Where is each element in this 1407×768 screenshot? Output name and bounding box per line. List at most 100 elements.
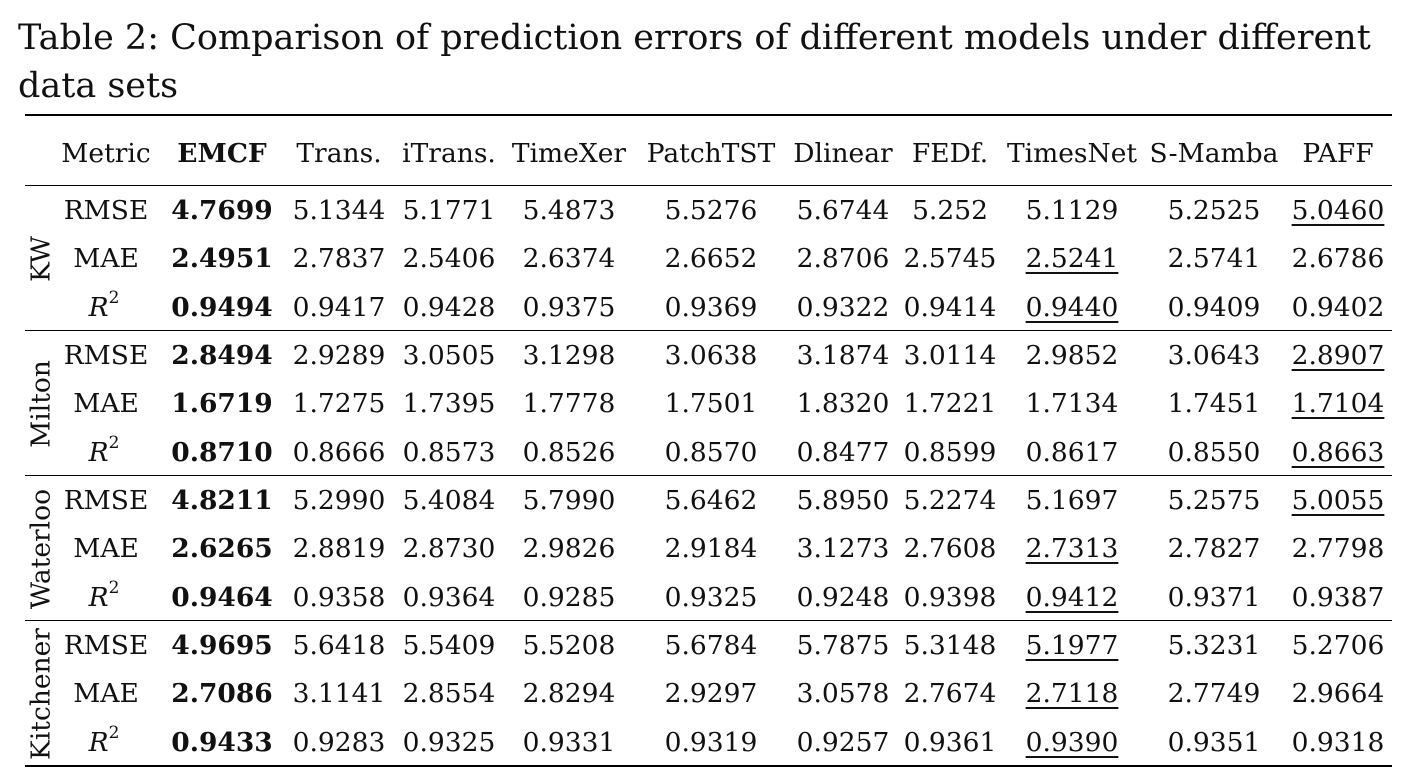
metric-label: R2	[88, 289, 120, 324]
table-cell: 5.2274	[903, 485, 997, 516]
table-cell: 2.8907	[1291, 340, 1385, 371]
table-rule	[25, 114, 1392, 116]
table-cell: 2.7798	[1291, 533, 1385, 565]
table-cell: 5.5208	[522, 630, 616, 661]
table-cell: 2.8294	[522, 678, 616, 710]
table-cell: 2.7749	[1167, 678, 1261, 710]
table-rule	[25, 620, 1392, 622]
table-cell: 2.5745	[903, 243, 997, 275]
table-cell: 4.9695	[171, 630, 273, 661]
metric-label: RMSE	[63, 485, 149, 516]
table-cell: 1.7451	[1167, 388, 1261, 420]
table-cell: 2.9297	[664, 678, 758, 710]
metric-exponent: 2	[108, 722, 120, 743]
group-label: Waterloo	[25, 489, 57, 610]
table-cell: 2.5241	[1025, 243, 1119, 275]
table-cell: 2.9852	[1025, 340, 1119, 371]
table-cell: 0.9440	[1025, 291, 1119, 323]
table-cell: 2.5741	[1167, 243, 1261, 275]
table-cell: 2.7827	[1167, 533, 1261, 565]
table-cell: 5.0055	[1291, 485, 1385, 516]
table-cell: 2.7837	[292, 243, 386, 275]
table-cell: 2.9664	[1291, 678, 1385, 710]
table-cell: 5.0460	[1291, 195, 1385, 226]
metric-r-letter: R	[88, 581, 109, 613]
table-cell: 3.0638	[664, 340, 758, 371]
header-model: PAFF	[1302, 138, 1374, 169]
table-cell: 5.5276	[664, 195, 758, 226]
table-cell: 0.8570	[664, 436, 758, 468]
header-model: iTrans.	[402, 138, 496, 169]
table-cell: 0.9409	[1167, 291, 1261, 323]
table-cell: 5.8950	[796, 485, 890, 516]
table-cell: 5.2990	[292, 485, 386, 516]
metric-exponent: 2	[108, 432, 120, 453]
table-cell: 2.5406	[402, 243, 496, 275]
header-model: Dlinear	[793, 138, 893, 169]
table-cell: 2.9826	[522, 533, 616, 565]
metric-label: RMSE	[63, 630, 149, 661]
table-cell: 0.9361	[903, 726, 997, 758]
metric-label: MAE	[73, 388, 139, 420]
table-cell: 0.8710	[171, 436, 273, 468]
table-cell: 5.3148	[903, 630, 997, 661]
table-cell: 5.6744	[796, 195, 890, 226]
table-cell: 0.9371	[1167, 581, 1261, 613]
table-cell: 3.1298	[522, 340, 616, 371]
header-model: FEDf.	[911, 138, 989, 169]
table-cell: 0.8526	[522, 436, 616, 468]
table-cell: 2.9184	[664, 533, 758, 565]
table-cell: 2.4951	[171, 243, 273, 275]
table-cell: 2.6265	[171, 533, 273, 565]
table-cell: 0.9494	[171, 291, 273, 323]
table-cell: 0.8599	[903, 436, 997, 468]
table-cell: 5.2525	[1167, 195, 1261, 226]
table-cell: 5.1344	[292, 195, 386, 226]
table-cell: 0.9428	[402, 291, 496, 323]
table-cell: 5.3231	[1167, 630, 1261, 661]
header-model: PatchTST	[646, 138, 776, 169]
table-cell: 0.9364	[402, 581, 496, 613]
metric-label: MAE	[73, 243, 139, 275]
table-cell: 0.9257	[796, 726, 890, 758]
table-cell: 2.8706	[796, 243, 890, 275]
table-cell: 1.8320	[796, 388, 890, 420]
table-cell: 0.9358	[292, 581, 386, 613]
table-cell: 2.8730	[402, 533, 496, 565]
metric-label: R2	[89, 724, 120, 759]
table-caption: Table 2: Comparison of prediction errors…	[18, 18, 1371, 106]
group-label: Milton	[25, 360, 57, 449]
table-cell: 2.6374	[522, 243, 616, 275]
table-cell: 3.1273	[796, 533, 890, 565]
table-cell: 5.252	[912, 195, 988, 226]
table-cell: 2.6652	[664, 243, 758, 275]
table-cell: 0.9322	[796, 291, 890, 323]
table-cell: 0.9402	[1291, 291, 1385, 323]
table-cell: 0.9285	[522, 581, 616, 613]
table-cell: 0.9331	[522, 726, 616, 758]
table-cell: 5.6462	[664, 485, 758, 516]
header-model: TimeXer	[511, 138, 627, 169]
table-cell: 5.1977	[1025, 630, 1119, 661]
table-cell: 5.1771	[402, 195, 496, 226]
table-cell: 0.8663	[1291, 436, 1385, 468]
header-model: TimesNet	[1006, 138, 1138, 169]
table-cell: 0.8477	[796, 436, 890, 468]
table-cell: 2.8494	[171, 340, 273, 371]
table-cell: 4.7699	[171, 195, 273, 226]
table-cell: 5.1697	[1025, 485, 1119, 516]
metric-r-letter: R	[88, 291, 109, 323]
table-cell: 5.4873	[522, 195, 616, 226]
table-cell: 0.9283	[292, 726, 386, 758]
metric-exponent: 2	[108, 287, 120, 308]
metric-label: MAE	[73, 678, 139, 710]
table-cell: 0.9369	[664, 291, 758, 323]
metric-r-letter: R	[88, 436, 109, 468]
table-cell: 5.4084	[402, 485, 496, 516]
header-model: S-Mamba	[1149, 138, 1279, 169]
table-cell: 0.8550	[1167, 436, 1261, 468]
table-cell: 0.8666	[292, 436, 386, 468]
table-cell: 1.7275	[292, 388, 386, 420]
table-rule	[25, 185, 1392, 187]
table-cell: 1.7395	[402, 388, 496, 420]
